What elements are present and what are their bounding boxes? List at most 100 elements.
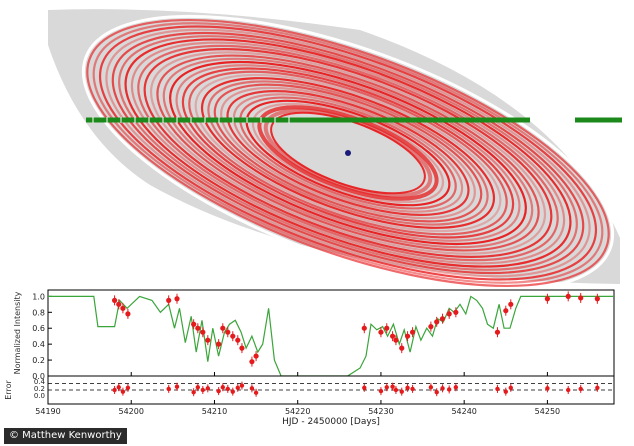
marker [235, 385, 240, 390]
ring [207, 80, 489, 226]
transit-dash [106, 117, 108, 123]
x-axis-ticks: 54190 54200 54210 54220 54230 54240 54250 [35, 372, 560, 416]
ring [118, 35, 578, 271]
data-point [399, 343, 405, 354]
y-tick-label: 0.6 [32, 324, 45, 333]
data-point [565, 291, 571, 302]
marker [544, 296, 551, 302]
light-curve-frame [47, 289, 615, 377]
marker [393, 387, 399, 393]
transit-dash [288, 117, 290, 123]
y-tick-label: 0.2 [34, 385, 45, 393]
residual-point [446, 385, 452, 394]
marker [191, 321, 197, 327]
marker [595, 385, 600, 390]
marker [378, 388, 384, 394]
marker [434, 390, 439, 395]
light-curve-y-label: Normalized Intensity [13, 291, 22, 374]
marker [200, 329, 206, 335]
transit-dash [148, 117, 150, 123]
data-point [191, 319, 197, 330]
marker [116, 385, 121, 390]
residual-point [508, 383, 513, 392]
marker [249, 359, 255, 365]
residual-point [249, 384, 255, 393]
marker [404, 333, 411, 339]
data-point [378, 327, 384, 338]
marker [428, 385, 434, 390]
light-curve-y-ticks: 0.0 0.2 0.4 0.6 0.8 1.0 [32, 292, 52, 381]
marker [239, 383, 245, 388]
transit-dash [274, 117, 276, 123]
residual-point [239, 381, 245, 390]
residual-point [205, 384, 211, 393]
residual-point [393, 386, 399, 394]
data-point [200, 327, 206, 338]
marker [166, 297, 172, 303]
marker [125, 385, 131, 390]
marker [253, 390, 259, 395]
marker [120, 389, 126, 394]
marker [405, 385, 410, 390]
marker [410, 386, 415, 392]
marker [545, 386, 550, 391]
data-point [404, 331, 411, 342]
y-tick-label: 0.2 [32, 356, 45, 365]
data-point [220, 323, 226, 334]
residual-point [595, 383, 600, 392]
data-point [494, 327, 501, 338]
ring-outer-gap [81, 14, 615, 292]
marker [239, 345, 245, 351]
ring [124, 38, 572, 268]
marker [361, 325, 367, 331]
data-point [225, 327, 231, 338]
ring [226, 90, 470, 216]
residual-point [200, 386, 206, 394]
marker [565, 293, 571, 299]
marker [205, 386, 211, 391]
marker [578, 386, 583, 392]
data-point [384, 323, 390, 334]
marker [384, 325, 390, 331]
marker [439, 316, 446, 322]
residual-point [116, 383, 121, 392]
ring [86, 18, 610, 288]
transit-dash [260, 117, 262, 123]
residual-point [495, 384, 500, 393]
transit-dash [190, 117, 192, 123]
data-point [393, 335, 399, 346]
data-point [578, 292, 584, 303]
residual-point [195, 383, 201, 392]
residual-point [191, 388, 196, 397]
data-point [216, 339, 222, 350]
residual-point [235, 383, 240, 392]
data-point [125, 308, 131, 319]
marker [495, 386, 500, 392]
marker [174, 296, 180, 302]
ring [239, 96, 457, 210]
marker [195, 325, 201, 331]
ring [143, 48, 553, 258]
residual-point [220, 383, 225, 392]
marker [249, 386, 255, 391]
marker [390, 384, 395, 389]
marker [200, 387, 206, 393]
ring-model-diagram [48, 9, 622, 292]
x-tick-label: 54190 [35, 407, 60, 416]
residual-point [378, 387, 384, 396]
marker [230, 389, 235, 394]
marker [362, 385, 367, 390]
residual-point [166, 384, 171, 393]
marker [120, 305, 126, 311]
marker [453, 385, 459, 390]
residual-point [125, 383, 131, 392]
residual-point [410, 384, 415, 393]
ring [156, 54, 540, 252]
ring [137, 44, 559, 262]
residual-point [428, 383, 434, 392]
transit-dash [176, 117, 178, 123]
data-point [239, 343, 245, 354]
photo-credit: © Matthew Kenworthy [4, 428, 127, 444]
marker [399, 389, 404, 394]
ring [130, 41, 566, 265]
